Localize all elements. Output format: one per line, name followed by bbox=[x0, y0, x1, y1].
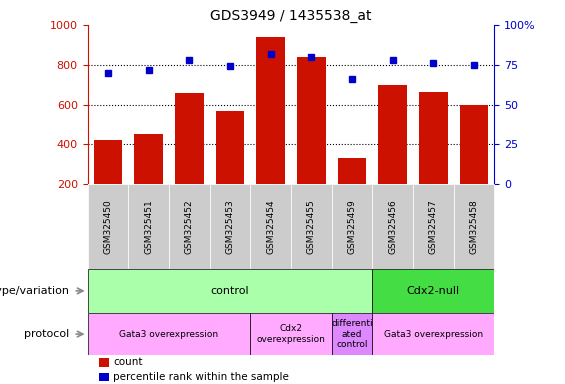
Bar bbox=[128, 184, 169, 269]
Bar bbox=[216, 111, 244, 224]
Bar bbox=[88, 269, 372, 313]
Text: GSM325451: GSM325451 bbox=[144, 199, 153, 254]
Bar bbox=[169, 184, 210, 269]
Bar bbox=[88, 313, 250, 355]
Text: GSM325454: GSM325454 bbox=[266, 199, 275, 254]
Bar bbox=[88, 184, 128, 269]
Bar bbox=[372, 313, 494, 355]
Title: GDS3949 / 1435538_at: GDS3949 / 1435538_at bbox=[210, 8, 372, 23]
Text: differenti
ated
control: differenti ated control bbox=[331, 319, 373, 349]
Text: Cdx2-null: Cdx2-null bbox=[407, 286, 460, 296]
Text: control: control bbox=[211, 286, 249, 296]
Text: GSM325453: GSM325453 bbox=[225, 199, 234, 254]
Text: GSM325452: GSM325452 bbox=[185, 199, 194, 254]
Text: GSM325455: GSM325455 bbox=[307, 199, 316, 254]
Bar bbox=[372, 269, 494, 313]
Bar bbox=[454, 184, 494, 269]
Text: Cdx2
overexpression: Cdx2 overexpression bbox=[257, 324, 325, 344]
Bar bbox=[332, 313, 372, 355]
Bar bbox=[291, 184, 332, 269]
Text: GSM325456: GSM325456 bbox=[388, 199, 397, 254]
Bar bbox=[338, 159, 366, 224]
Text: protocol: protocol bbox=[24, 329, 69, 339]
Text: GSM325457: GSM325457 bbox=[429, 199, 438, 254]
Bar bbox=[413, 184, 454, 269]
Text: count: count bbox=[113, 358, 142, 367]
Bar bbox=[372, 184, 413, 269]
Bar bbox=[210, 184, 250, 269]
Bar bbox=[257, 37, 285, 224]
Text: percentile rank within the sample: percentile rank within the sample bbox=[113, 372, 289, 382]
Bar bbox=[332, 184, 372, 269]
Text: GSM325450: GSM325450 bbox=[103, 199, 112, 254]
Text: GSM325459: GSM325459 bbox=[347, 199, 357, 254]
Bar bbox=[250, 184, 291, 269]
Text: Gata3 overexpression: Gata3 overexpression bbox=[384, 329, 483, 339]
Text: genotype/variation: genotype/variation bbox=[0, 286, 69, 296]
Text: GSM325458: GSM325458 bbox=[470, 199, 479, 254]
Bar bbox=[94, 141, 122, 224]
Bar bbox=[379, 85, 407, 224]
Bar bbox=[460, 104, 488, 224]
Text: Gata3 overexpression: Gata3 overexpression bbox=[119, 329, 219, 339]
Bar bbox=[297, 57, 325, 224]
Bar bbox=[250, 313, 332, 355]
Bar bbox=[134, 134, 163, 224]
Bar bbox=[419, 92, 447, 224]
Bar bbox=[175, 93, 203, 224]
